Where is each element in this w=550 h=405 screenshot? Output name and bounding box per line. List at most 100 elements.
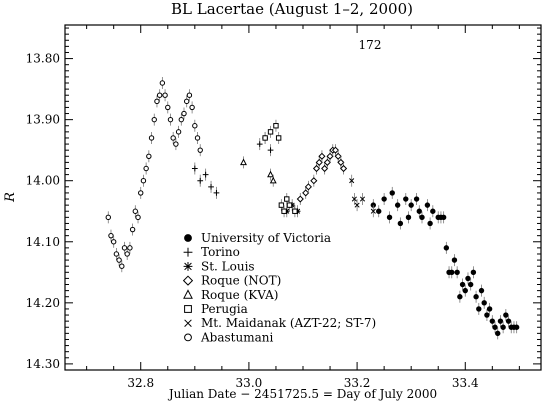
data-point	[478, 287, 485, 294]
data-point	[289, 202, 296, 208]
x-axis-label: Julian Date − 2451725.5 = Day of July 20…	[167, 387, 437, 401]
legend-marker	[182, 275, 194, 286]
data-point	[159, 80, 166, 86]
data-point	[465, 275, 471, 282]
data-point	[167, 116, 174, 123]
data-point	[405, 214, 412, 221]
y-tick-label: 14.00	[26, 174, 60, 188]
data-point	[208, 183, 214, 190]
legend-label: Perugia	[201, 302, 248, 316]
data-point	[121, 245, 128, 251]
data-point	[304, 183, 312, 191]
data-point	[321, 164, 329, 173]
data-point	[326, 152, 334, 160]
legend-label: Abastumani	[200, 330, 273, 344]
legend-marker	[184, 305, 192, 313]
data-point	[173, 141, 179, 147]
data-point	[376, 208, 382, 214]
legend-marker	[183, 247, 193, 257]
data-point	[191, 165, 198, 172]
data-point	[278, 202, 285, 208]
data-point	[495, 330, 501, 337]
data-point	[354, 202, 360, 208]
data-point	[275, 135, 282, 141]
data-point	[486, 306, 493, 312]
data-point	[202, 171, 209, 178]
data-point	[127, 245, 133, 251]
y-axis: 13.80 13.90 14.00 14.10 14.20 14.30	[26, 27, 541, 371]
data-point	[148, 135, 155, 141]
data-point	[292, 208, 298, 214]
data-point	[481, 300, 487, 306]
data-point	[186, 92, 193, 98]
y-tick-label: 13.90	[26, 113, 60, 127]
data-point	[454, 269, 460, 276]
data-point	[443, 245, 450, 251]
data-point	[165, 104, 171, 111]
data-point	[124, 251, 130, 257]
data-point	[451, 257, 458, 263]
data-points	[105, 77, 520, 340]
legend-label: Roque (KVA)	[201, 288, 278, 302]
data-point	[323, 158, 331, 166]
data-point	[194, 135, 201, 141]
data-point	[334, 152, 342, 160]
x-tick-label: 33.4	[452, 376, 479, 390]
legend-label: Roque (NOT)	[201, 274, 281, 288]
data-point	[403, 196, 409, 202]
data-point	[408, 202, 414, 208]
data-point	[213, 190, 220, 196]
data-point	[184, 98, 190, 105]
data-point	[459, 281, 466, 288]
data-point	[394, 202, 401, 208]
data-point	[181, 110, 187, 117]
data-point	[476, 306, 482, 312]
data-point	[189, 104, 195, 111]
legend-marker	[184, 234, 192, 242]
data-point	[397, 220, 404, 227]
data-point	[175, 129, 182, 135]
data-point	[359, 196, 366, 202]
data-point	[505, 318, 512, 324]
data-point	[284, 196, 290, 202]
data-point	[240, 158, 247, 166]
data-point	[349, 178, 355, 184]
data-point	[262, 135, 268, 141]
data-point	[370, 208, 376, 214]
data-point	[267, 147, 274, 154]
data-point	[449, 269, 455, 276]
data-point	[389, 190, 395, 196]
data-point	[119, 263, 125, 269]
data-point	[424, 202, 431, 208]
data-point	[310, 177, 318, 185]
data-point	[129, 226, 136, 233]
y-axis-label: R	[3, 192, 18, 203]
data-point	[156, 92, 163, 98]
data-point	[154, 98, 160, 105]
data-point	[351, 196, 357, 202]
data-point	[430, 208, 436, 214]
legend-marker	[183, 289, 193, 299]
x-tick-label: 33.2	[344, 376, 371, 390]
data-point	[283, 208, 290, 215]
legend-label: Mt. Maidanak (AZT-22; ST-7)	[201, 316, 376, 330]
data-point	[416, 208, 422, 214]
data-point	[513, 324, 520, 330]
data-point	[419, 214, 425, 221]
data-point	[197, 147, 203, 153]
data-point	[146, 153, 152, 159]
legend-label: Torino	[201, 245, 240, 259]
data-point	[473, 294, 479, 300]
data-point	[503, 312, 509, 318]
data-point	[294, 208, 301, 215]
x-tick-label: 32.8	[127, 376, 154, 390]
data-point	[312, 164, 321, 173]
y-tick-label: 13.80	[26, 52, 60, 66]
data-point	[386, 214, 393, 221]
y-tick-label: 14.20	[26, 296, 60, 310]
legend-marker	[183, 261, 193, 271]
data-point	[108, 232, 114, 239]
data-point	[132, 208, 139, 214]
data-point	[302, 189, 310, 197]
